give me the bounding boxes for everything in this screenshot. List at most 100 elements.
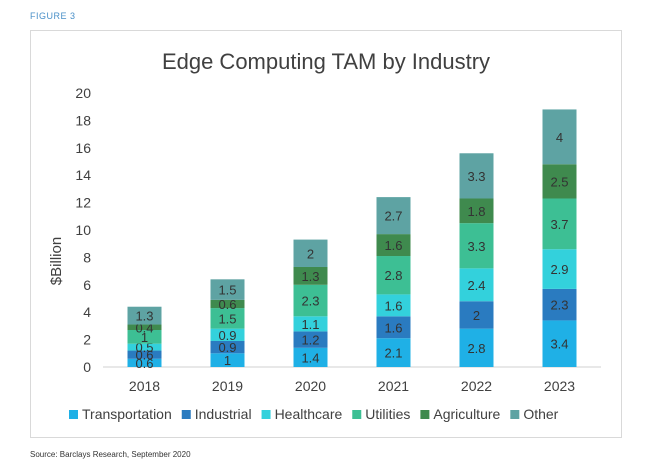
- data-label-industrial-2018: 0.6: [135, 348, 153, 363]
- y-axis-label: $Billion: [48, 237, 65, 285]
- y-tick-18: 18: [75, 112, 91, 128]
- y-tick-16: 16: [75, 140, 91, 156]
- data-label-transportation-2019: 1: [224, 353, 231, 368]
- data-label-industrial-2022: 2: [473, 308, 480, 323]
- data-label-agriculture-2022: 1.8: [467, 204, 485, 219]
- data-label-agriculture-2023: 2.5: [550, 174, 568, 189]
- data-label-industrial-2019: 0.9: [218, 340, 236, 355]
- bar-agriculture-2021: [376, 234, 411, 257]
- data-label-other-2019: 1.5: [218, 283, 236, 298]
- data-label-utilities-2018: 1: [141, 330, 148, 345]
- x-tick-2022: 2022: [461, 378, 492, 394]
- legend-swatch-transportation: [69, 410, 78, 419]
- legend-swatch-healthcare: [261, 410, 271, 419]
- bar-industrial-2022: [459, 301, 494, 329]
- y-tick-10: 10: [75, 222, 91, 238]
- bar-transportation-2018: [127, 358, 162, 367]
- y-tick-4: 4: [83, 304, 91, 320]
- legend-label-transportation: Transportation: [82, 406, 172, 422]
- legend-swatch-agriculture: [420, 410, 430, 419]
- data-label-industrial-2020: 1.2: [301, 333, 319, 348]
- legend: Transportation Industrial Healthcare Utilit…: [69, 406, 559, 422]
- bar-agriculture-2018: [127, 324, 162, 331]
- bar-transportation-2019: [210, 353, 245, 367]
- bar-agriculture-2020: [293, 266, 328, 285]
- bar-utilities-2022: [459, 223, 494, 269]
- bar-utilities-2023: [542, 198, 577, 250]
- legend-label-agriculture: Agriculture: [433, 406, 500, 422]
- edge-computing-chart: Edge Computing TAM by Industry $Billion …: [48, 49, 601, 422]
- bar-industrial-2021: [376, 316, 411, 339]
- x-tick-2021: 2021: [378, 378, 409, 394]
- bar-utilities-2018: [127, 330, 162, 344]
- x-tick-2018: 2018: [129, 378, 160, 394]
- bar-other-2023: [542, 109, 577, 165]
- bar-utilities-2021: [376, 256, 411, 295]
- bar-healthcare-2019: [210, 328, 245, 341]
- bar-healthcare-2021: [376, 294, 411, 317]
- source-note: Source: Barclays Research, September 202…: [30, 450, 191, 459]
- y-tick-6: 6: [83, 277, 91, 293]
- bar-transportation-2020: [293, 347, 328, 367]
- legend-swatch-industrial: [181, 410, 191, 419]
- data-label-healthcare-2021: 1.6: [384, 298, 402, 313]
- data-label-transportation-2023: 3.4: [550, 337, 568, 352]
- legend-label-other: Other: [523, 406, 558, 422]
- bar-transportation-2021: [376, 338, 411, 367]
- bar-transportation-2022: [459, 328, 494, 367]
- legend-label-utilities: Utilities: [365, 406, 410, 422]
- x-tick-2019: 2019: [212, 378, 243, 394]
- data-label-healthcare-2022: 2.4: [467, 278, 485, 293]
- y-tick-2: 2: [83, 332, 91, 348]
- y-axis-ticks: 0 2 4 6 8 10 12 14 16 18 20: [75, 85, 91, 375]
- data-label-healthcare-2020: 1.1: [301, 317, 319, 332]
- y-tick-8: 8: [83, 249, 91, 265]
- data-label-transportation-2022: 2.8: [467, 341, 485, 356]
- data-label-utilities-2019: 1.5: [218, 311, 236, 326]
- bar-industrial-2020: [293, 331, 328, 348]
- data-label-agriculture-2019: 0.6: [218, 297, 236, 312]
- chart-frame: Edge Computing TAM by Industry $Billion …: [30, 30, 622, 438]
- data-label-other-2022: 3.3: [467, 169, 485, 184]
- data-label-industrial-2023: 2.3: [550, 298, 568, 313]
- figure-label: FIGURE 3: [30, 11, 76, 21]
- y-tick-14: 14: [75, 167, 91, 183]
- data-label-healthcare-2018: 0.5: [135, 340, 153, 355]
- bar-industrial-2023: [542, 288, 577, 321]
- data-label-transportation-2020: 1.4: [301, 350, 319, 365]
- bar-healthcare-2023: [542, 249, 577, 289]
- data-label-utilities-2020: 2.3: [301, 294, 319, 309]
- bar-agriculture-2019: [210, 299, 245, 309]
- data-label-transportation-2021: 2.1: [384, 346, 402, 361]
- bar-other-2022: [459, 153, 494, 199]
- data-label-utilities-2022: 3.3: [467, 239, 485, 254]
- y-tick-12: 12: [75, 195, 91, 211]
- data-label-other-2021: 2.7: [384, 209, 402, 224]
- bar-industrial-2019: [210, 340, 245, 354]
- data-label-transportation-2018: 0.6: [135, 356, 153, 371]
- bar-healthcare-2020: [293, 316, 328, 332]
- legend-swatch-utilities: [352, 410, 362, 419]
- bar-other-2020: [293, 239, 328, 267]
- x-tick-2023: 2023: [544, 378, 575, 394]
- bar-utilities-2020: [293, 284, 328, 317]
- y-tick-20: 20: [75, 85, 91, 101]
- legend-swatch-other: [510, 410, 520, 419]
- bar-stacks: 0.60.60.510.41.310.90.91.50.61.51.41.21.…: [127, 109, 577, 371]
- data-label-healthcare-2023: 2.9: [550, 262, 568, 277]
- bar-healthcare-2018: [127, 343, 162, 351]
- bar-healthcare-2022: [459, 268, 494, 302]
- data-label-other-2018: 1.3: [135, 309, 153, 324]
- data-label-healthcare-2019: 0.9: [218, 328, 236, 343]
- data-label-utilities-2021: 2.8: [384, 268, 402, 283]
- bar-other-2021: [376, 197, 411, 235]
- bar-industrial-2018: [127, 350, 162, 359]
- legend-label-healthcare: Healthcare: [275, 406, 343, 422]
- x-axis-ticks: 2018 2019 2020 2021 2022 2023: [129, 378, 575, 394]
- bar-agriculture-2023: [542, 164, 577, 199]
- bar-utilities-2019: [210, 308, 245, 329]
- x-tick-2020: 2020: [295, 378, 326, 394]
- legend-label-industrial: Industrial: [195, 406, 252, 422]
- data-label-utilities-2023: 3.7: [550, 217, 568, 232]
- bar-other-2018: [127, 306, 162, 325]
